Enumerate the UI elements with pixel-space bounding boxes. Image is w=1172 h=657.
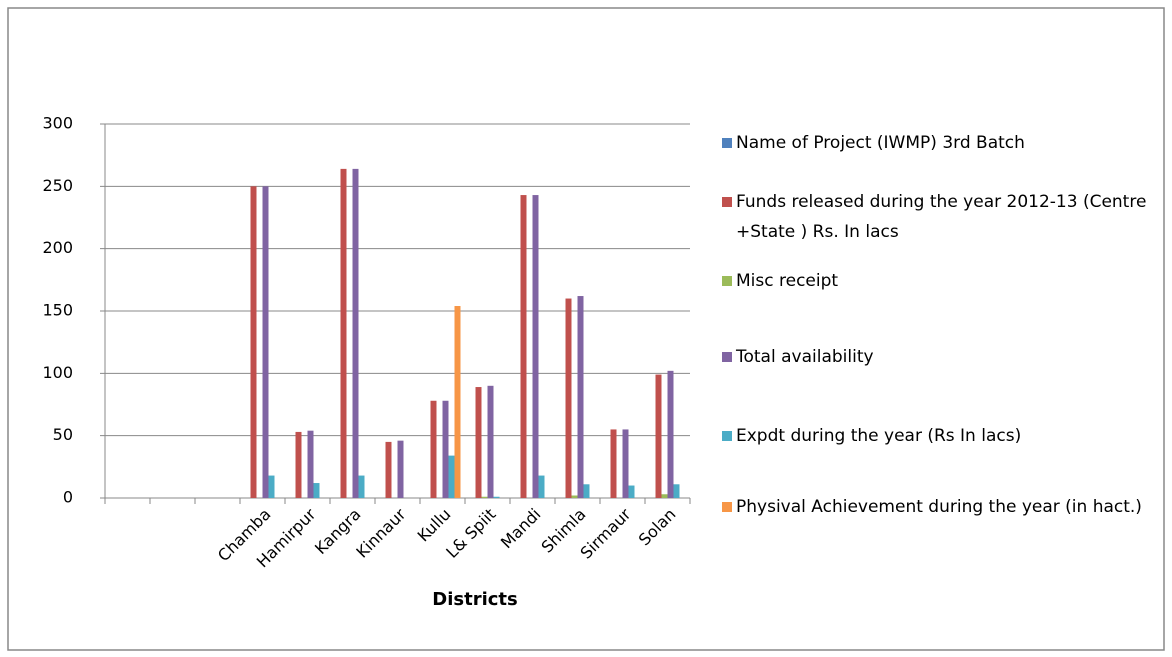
legend-swatch <box>722 197 732 207</box>
bar <box>655 374 662 498</box>
legend-swatch <box>722 352 732 362</box>
y-tick-label: 200 <box>42 238 73 257</box>
bar <box>661 494 668 498</box>
y-tick-label: 250 <box>42 176 73 195</box>
chart-border <box>7 7 1165 651</box>
legend-item: Total availability <box>720 342 1160 372</box>
bar <box>628 485 635 498</box>
bar <box>268 475 275 498</box>
x-tick-label: Solan <box>635 505 680 550</box>
x-tick-label: Mandi <box>497 505 545 553</box>
bar <box>454 306 461 498</box>
bar <box>385 441 392 498</box>
bar <box>262 186 269 499</box>
y-tick-label: 300 <box>42 114 73 133</box>
y-tick-label: 0 <box>63 488 73 507</box>
legend-swatch <box>722 276 732 286</box>
y-tick-label: 150 <box>42 301 73 320</box>
bar <box>577 296 584 498</box>
y-tick-label: 100 <box>42 363 73 382</box>
bar <box>487 385 494 498</box>
bar <box>340 168 347 498</box>
bar <box>583 484 590 498</box>
legend-label: Name of Project (IWMP) 3rd Batch <box>736 133 1025 153</box>
bar <box>313 483 320 498</box>
legend-label: Misc receipt <box>736 271 839 291</box>
x-tick-label: Kinnaur <box>352 504 409 561</box>
legend-item: Expdt during the year (Rs In lacs) <box>720 421 1160 451</box>
bar <box>430 400 437 498</box>
legend-item: Physival Achievement during the year (in… <box>720 492 1160 522</box>
bar <box>307 430 314 498</box>
legend-item: Misc receipt <box>720 266 1160 296</box>
legend-label: Physival Achievement during the year (in… <box>736 497 1142 517</box>
bar <box>532 195 539 498</box>
legend-swatch <box>722 502 732 512</box>
legend-label: Total availability <box>736 347 874 367</box>
bar <box>397 440 404 498</box>
x-axis-label: Districts <box>432 589 517 610</box>
bar <box>250 186 257 499</box>
y-tick-label: 50 <box>53 425 73 444</box>
bar <box>493 496 500 498</box>
bar <box>610 429 617 498</box>
bar <box>475 387 482 498</box>
bar <box>538 475 545 498</box>
legend-item: Funds released during the year 2012-13 (… <box>720 187 1160 247</box>
bar <box>673 484 680 498</box>
bar <box>481 496 488 498</box>
legend-label: Funds released during the year 2012-13 (… <box>736 192 1147 242</box>
bar <box>520 195 527 498</box>
bar <box>571 495 578 498</box>
bar <box>442 400 449 498</box>
x-tick-label: Kullu <box>414 505 455 546</box>
x-tick-label: Sirmaur <box>577 504 635 562</box>
bar <box>358 475 365 498</box>
bar <box>622 429 629 498</box>
bar <box>565 298 572 498</box>
legend-swatch <box>722 138 732 148</box>
bar <box>295 431 302 498</box>
legend-item: Name of Project (IWMP) 3rd Batch <box>720 128 1160 158</box>
legend-swatch <box>722 431 732 441</box>
bar <box>448 455 455 498</box>
legend-label: Expdt during the year (Rs In lacs) <box>736 426 1022 446</box>
bar <box>667 370 674 498</box>
x-tick-label: L& Spiit <box>442 505 499 562</box>
bar <box>352 168 359 498</box>
